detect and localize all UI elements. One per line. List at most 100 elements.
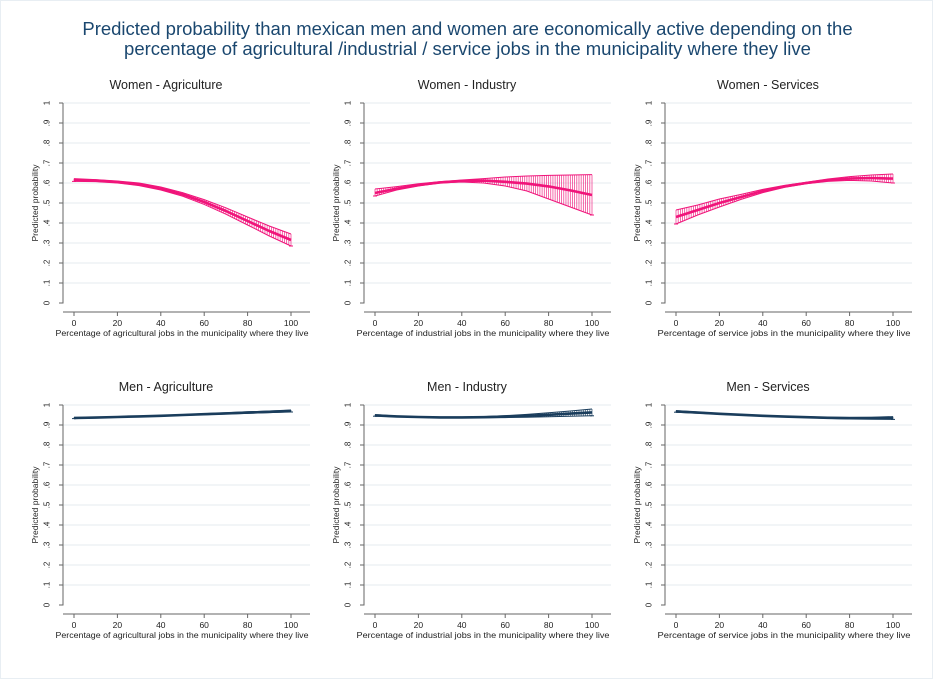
y-tick-label: .2 (43, 259, 52, 266)
y-tick-label: .4 (43, 521, 52, 528)
x-tick-label: 60 (500, 620, 510, 630)
x-tick-label: 80 (544, 620, 554, 630)
x-tick-label: 80 (243, 318, 253, 328)
y-tick-label: .6 (645, 481, 654, 488)
y-tick-label: 0 (344, 602, 353, 607)
x-tick-label: 60 (500, 318, 510, 328)
ci-band (73, 178, 292, 246)
x-tick-label: 0 (674, 318, 679, 328)
x-tick-label: 100 (886, 318, 900, 328)
y-tick-label: .6 (344, 179, 353, 186)
y-tick-label: 0 (344, 300, 353, 305)
y-tick-label: .7 (344, 159, 353, 166)
x-tick-label: 40 (156, 318, 166, 328)
y-tick-label: .9 (344, 421, 353, 428)
panel-title: Men - Industry (427, 380, 508, 394)
y-tick-label: .7 (645, 461, 654, 468)
y-tick-label: 0 (645, 300, 654, 305)
x-tick-label: 20 (113, 620, 123, 630)
y-tick-label: .2 (43, 561, 52, 568)
panel-title: Men - Services (726, 380, 809, 394)
y-tick-label: .3 (645, 541, 654, 548)
panel-title: Women - Industry (418, 78, 517, 92)
y-tick-label: 1 (43, 100, 52, 105)
y-tick-label: .2 (344, 259, 353, 266)
x-axis-label: Percentage of industrial jobs in the mun… (357, 328, 610, 338)
ci-lower-line (73, 180, 292, 247)
panel-3: Women - Services 0 .1 .2 .3 .4 .5 .6 .7 .8 .9 1 Pred… (632, 78, 912, 338)
y-tick-label: .5 (344, 199, 353, 206)
y-axis-label: Predicted probability (632, 466, 642, 544)
prediction-line (73, 178, 292, 242)
x-tick-label: 40 (758, 318, 768, 328)
y-tick-label: .6 (43, 179, 52, 186)
y-tick-label: .1 (344, 581, 353, 588)
y-axis-label: Predicted probability (632, 164, 642, 242)
y-tick-label: .1 (645, 581, 654, 588)
prediction-line (374, 411, 593, 419)
x-tick-label: 80 (845, 620, 855, 630)
x-tick-label: 0 (72, 318, 77, 328)
y-tick-label: .1 (43, 581, 52, 588)
y-tick-label: .8 (344, 139, 353, 146)
prediction-line (374, 179, 593, 197)
y-tick-label: .3 (43, 541, 52, 548)
y-axis-label: Predicted probability (30, 466, 40, 544)
y-tick-label: .8 (645, 139, 654, 146)
y-tick-label: .9 (645, 119, 654, 126)
x-tick-label: 0 (373, 620, 378, 630)
y-tick-label: .3 (344, 541, 353, 548)
x-tick-label: 20 (715, 620, 725, 630)
x-tick-label: 100 (886, 620, 900, 630)
panel-6: Men - Services 0 .1 .2 .3 .4 .5 .6 .7 .8 .9 1 Predic… (632, 380, 912, 640)
x-tick-label: 100 (585, 620, 599, 630)
y-tick-label: 1 (645, 100, 654, 105)
y-tick-label: 0 (43, 300, 52, 305)
y-tick-label: .4 (344, 219, 353, 226)
x-axis-label: Percentage of industrial jobs in the mun… (357, 630, 610, 640)
panel-title: Women - Agriculture (109, 78, 222, 92)
y-tick-label: 1 (344, 100, 353, 105)
y-tick-label: .7 (43, 461, 52, 468)
x-tick-label: 20 (113, 318, 123, 328)
x-tick-label: 80 (845, 318, 855, 328)
y-tick-label: .7 (344, 461, 353, 468)
x-tick-label: 60 (801, 318, 811, 328)
x-tick-label: 100 (284, 318, 298, 328)
x-tick-label: 20 (414, 318, 424, 328)
x-tick-label: 60 (199, 620, 209, 630)
prediction-line (73, 409, 292, 420)
x-tick-label: 40 (156, 620, 166, 630)
y-tick-label: .1 (344, 279, 353, 286)
y-tick-label: .2 (344, 561, 353, 568)
x-tick-label: 0 (72, 620, 77, 630)
y-tick-label: .5 (645, 501, 654, 508)
x-tick-label: 20 (414, 620, 424, 630)
prediction-line (675, 410, 894, 420)
y-tick-label: .4 (645, 521, 654, 528)
y-axis-label: Predicted probability (331, 164, 341, 242)
y-tick-label: .4 (645, 219, 654, 226)
x-tick-label: 40 (457, 318, 467, 328)
x-axis-label: Percentage of agricultural jobs in the m… (56, 630, 309, 640)
y-tick-label: 0 (645, 602, 654, 607)
y-tick-label: .8 (645, 441, 654, 448)
y-tick-label: .6 (344, 481, 353, 488)
y-tick-label: .5 (344, 501, 353, 508)
y-axis-label: Predicted probability (30, 164, 40, 242)
panel-4: Men - Agriculture 0 .1 .2 .3 .4 .5 .6 .7 .8 .9 1 Pre… (30, 380, 310, 640)
figure-title: Predicted probability than mexican men a… (1, 19, 933, 59)
x-axis-label: Percentage of service jobs in the munici… (658, 328, 911, 338)
panel-5: Men - Industry 0 .1 .2 .3 .4 .5 .6 .7 .8 .9 1 Predic… (331, 380, 611, 640)
y-tick-label: 1 (344, 402, 353, 407)
y-tick-label: 0 (43, 602, 52, 607)
y-tick-label: .9 (645, 421, 654, 428)
y-tick-label: .4 (344, 521, 353, 528)
y-tick-label: .6 (645, 179, 654, 186)
x-tick-label: 100 (585, 318, 599, 328)
x-axis-label: Percentage of agricultural jobs in the m… (56, 328, 309, 338)
y-tick-label: .9 (344, 119, 353, 126)
figure-title-line-2: percentage of agricultural /industrial /… (124, 38, 811, 59)
